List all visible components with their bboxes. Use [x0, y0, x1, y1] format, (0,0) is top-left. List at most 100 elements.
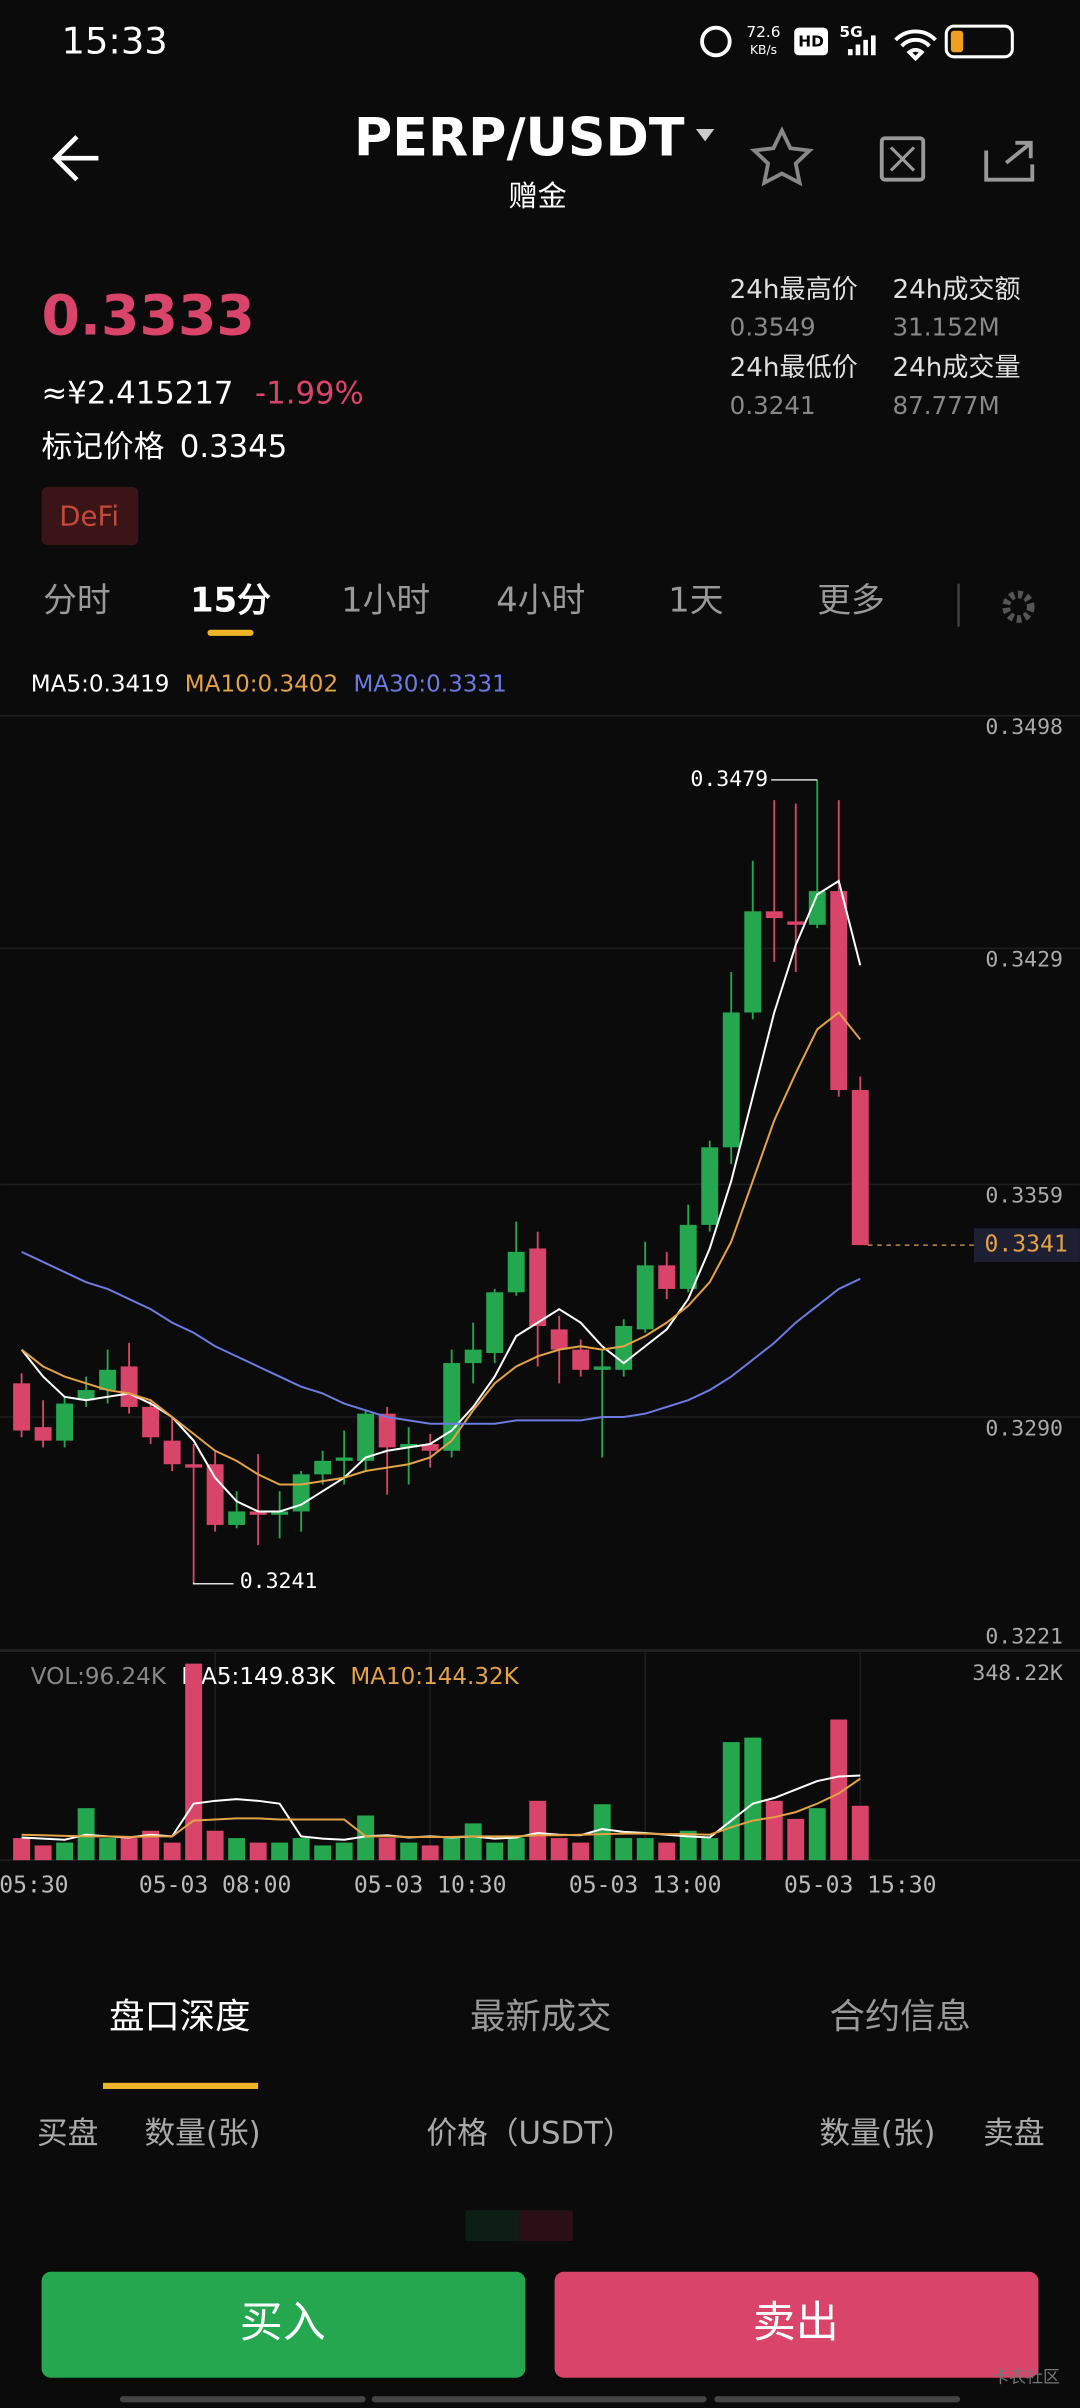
- watermark: 卡农社区: [992, 2367, 1060, 2387]
- bottom-tab-indicator: [103, 2082, 259, 2089]
- volume-bar: [679, 1830, 697, 1861]
- period-tab[interactable]: 15分: [190, 581, 271, 620]
- volume-bar: [507, 1838, 525, 1861]
- volume-bar: [357, 1815, 375, 1861]
- buy-button[interactable]: [41, 2271, 526, 2378]
- bottom-tab[interactable]: 盘口深度: [109, 1996, 250, 2037]
- stat-value: 31.152M: [893, 313, 1000, 342]
- column-header: 买盘: [37, 2116, 98, 2152]
- clock: 15:33: [62, 20, 168, 63]
- volume-bar: [120, 1838, 138, 1861]
- candle-body: [486, 1292, 504, 1353]
- volume-bar: [636, 1838, 654, 1861]
- x-tick-label: 05:30: [0, 1873, 69, 1899]
- volume-bar: [464, 1823, 482, 1861]
- volume-bar: [443, 1838, 461, 1861]
- candle-body: [507, 1251, 525, 1293]
- volume-legend: MA5:149.83K: [181, 1664, 336, 1690]
- hd-icon: [794, 27, 829, 56]
- battery-level: [950, 30, 964, 53]
- low-label: 0.3241: [240, 1569, 318, 1594]
- volume-bar: [722, 1742, 740, 1861]
- candle-body: [357, 1413, 375, 1461]
- stat-value: 0.3241: [730, 391, 816, 420]
- volume-bar: [228, 1838, 246, 1861]
- nav-bar: [371, 2396, 707, 2403]
- candle-body: [787, 921, 805, 925]
- period-tab[interactable]: 1小时: [341, 581, 430, 620]
- low-pointer: [192, 1582, 234, 1585]
- y-tick-label: 0.3429: [985, 948, 1063, 973]
- ma-legend: MA30:0.3331: [353, 672, 506, 698]
- dropdown-arrow[interactable]: [695, 129, 715, 142]
- share-button[interactable]: [984, 140, 1035, 182]
- stat-label: 24h成交额: [893, 275, 1021, 305]
- sell-button[interactable]: [554, 2271, 1039, 2378]
- candle-body: [701, 1147, 719, 1225]
- signal-icon: [847, 35, 876, 56]
- network-label: 5G: [839, 23, 862, 41]
- back-button[interactable]: [52, 135, 99, 182]
- tab-indicator: [207, 629, 254, 636]
- volume-bar: [550, 1838, 568, 1861]
- y-tick-label: 0.3221: [985, 1624, 1063, 1649]
- candle-body: [314, 1460, 332, 1475]
- period-tab[interactable]: 更多: [817, 581, 885, 620]
- settings-button[interactable]: [1002, 590, 1035, 623]
- bottom-tab[interactable]: 最新成交: [470, 1996, 611, 2037]
- candle-body: [163, 1440, 181, 1465]
- volume-tick-label: 348.22K: [972, 1661, 1063, 1686]
- fullscreen-icon: [889, 146, 916, 172]
- depth-bar: [519, 2210, 574, 2242]
- volume-bar: [851, 1805, 869, 1861]
- volume-bar: [271, 1842, 289, 1861]
- volume-bar: [744, 1737, 762, 1861]
- candle-body: [185, 1464, 203, 1468]
- nav-bar: [119, 2396, 366, 2403]
- period-tab[interactable]: 分时: [43, 581, 111, 620]
- candle-body: [529, 1248, 547, 1327]
- column-header: 数量(张): [144, 2116, 260, 2152]
- candle-body: [722, 1012, 740, 1148]
- stat-value: 0.3549: [730, 313, 816, 342]
- x-tick-label: 05-03 10:30: [354, 1873, 507, 1899]
- volume-bar: [765, 1800, 783, 1861]
- wifi-icon: [894, 29, 937, 62]
- volume-bar: [206, 1830, 224, 1861]
- ma-line: [21, 1250, 861, 1425]
- alarm-icon: [700, 25, 732, 58]
- candle-body: [658, 1265, 676, 1289]
- volume-bar: [56, 1842, 74, 1861]
- candle-body: [550, 1329, 568, 1350]
- pair-title[interactable]: PERP/USDT: [354, 108, 685, 168]
- column-header: 价格（USDT）: [426, 2116, 633, 2152]
- candle-body: [443, 1363, 461, 1451]
- price-change: -1.99%: [255, 375, 364, 411]
- candle-body: [99, 1369, 117, 1391]
- stat-label: 24h成交量: [893, 353, 1021, 383]
- volume-bar: [615, 1838, 633, 1861]
- battery: [944, 24, 1014, 59]
- ma-legend: MA5:0.3419: [31, 672, 170, 698]
- bottom-tab[interactable]: 合约信息: [830, 1996, 971, 2037]
- pair-subtitle: 赠金: [509, 179, 567, 213]
- y-tick-label: 0.3498: [985, 715, 1063, 740]
- volume-bar: [163, 1842, 181, 1861]
- sell-label: 卖出: [753, 2298, 839, 2348]
- candle-body: [77, 1390, 95, 1401]
- volume-bar: [335, 1842, 353, 1861]
- volume-bar: [292, 1838, 310, 1861]
- fullscreen-button[interactable]: [879, 136, 926, 182]
- volume-bar: [34, 1845, 52, 1861]
- period-tab[interactable]: 1天: [668, 581, 723, 620]
- volume-bar: [13, 1838, 31, 1861]
- favorite-button[interactable]: [749, 126, 814, 187]
- tag-box: [41, 486, 139, 546]
- net-speed-unit: KB/s: [750, 43, 777, 57]
- candle-body: [13, 1383, 31, 1431]
- volume-bar: [314, 1845, 332, 1861]
- period-tab[interactable]: 4小时: [496, 581, 585, 620]
- candle-body: [808, 891, 826, 925]
